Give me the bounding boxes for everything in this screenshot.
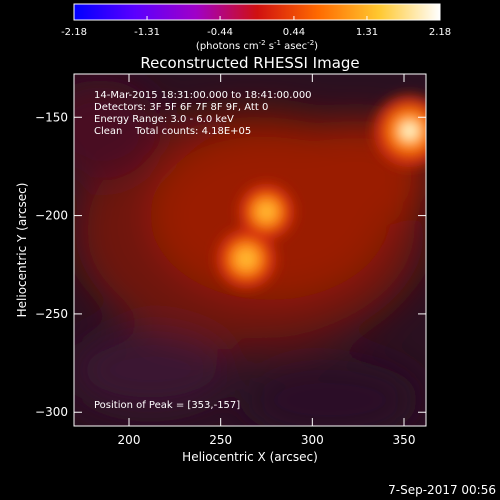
- x-tick-label: 200: [118, 433, 141, 447]
- y-tick-label: −150: [35, 110, 68, 124]
- colorbar-tick-label: -0.44: [207, 27, 233, 38]
- x-tick-label: 250: [209, 433, 232, 447]
- x-tick-label: 300: [301, 433, 324, 447]
- image-area: [74, 74, 426, 426]
- colorbar-tick-label: 0.44: [283, 27, 305, 38]
- chart-title: Reconstructed RHESSI Image: [140, 54, 359, 72]
- info-line-time: 14-Mar-2015 18:31:00.000 to 18:41:00.000: [94, 90, 312, 101]
- info-line-energy: Energy Range: 3.0 - 6.0 keV: [94, 114, 234, 125]
- y-axis-label: Heliocentric Y (arcsec): [15, 183, 29, 318]
- colorbar-tick-label: -1.31: [134, 27, 160, 38]
- x-axis-label: Heliocentric X (arcsec): [182, 450, 318, 464]
- peak-position-text: Position of Peak = [353,-157]: [94, 400, 240, 411]
- colorbar: [74, 4, 440, 20]
- colorbar-tick-label: 1.31: [356, 27, 378, 38]
- timestamp: 7-Sep-2017 00:56: [388, 483, 496, 497]
- y-tick-label: −300: [35, 405, 68, 419]
- colorbar-frame: [73, 3, 441, 21]
- bright-source-3: [216, 228, 277, 289]
- y-tick-label: −250: [35, 307, 68, 321]
- plot-frame: [73, 73, 427, 427]
- colorbar-tick-label: -2.18: [61, 27, 87, 38]
- info-line-counts: Clean Total counts: 4.18E+05: [94, 126, 251, 137]
- source-layer: [216, 95, 426, 289]
- colorbar-ticks: -2.18 -1.31 -0.44 0.44 1.31 2.18: [61, 16, 451, 38]
- bright-source-1: [373, 95, 426, 168]
- x-axis-ticks: 200 250 300 350: [118, 74, 416, 447]
- y-tick-label: −200: [35, 209, 68, 223]
- colorbar-tick-label: 2.18: [429, 27, 451, 38]
- info-text: 14-Mar-2015 18:31:00.000 to 18:41:00.000…: [94, 90, 312, 137]
- x-tick-label: 350: [393, 433, 416, 447]
- info-line-detectors: Detectors: 3F 5F 6F 7F 8F 9F, Att 0: [94, 102, 268, 113]
- bright-source-2: [238, 183, 295, 240]
- y-axis-ticks: −150 −200 −250 −300: [35, 110, 426, 419]
- colorbar-unit-label: (photons cm-2 s-1 asec-2): [196, 39, 318, 52]
